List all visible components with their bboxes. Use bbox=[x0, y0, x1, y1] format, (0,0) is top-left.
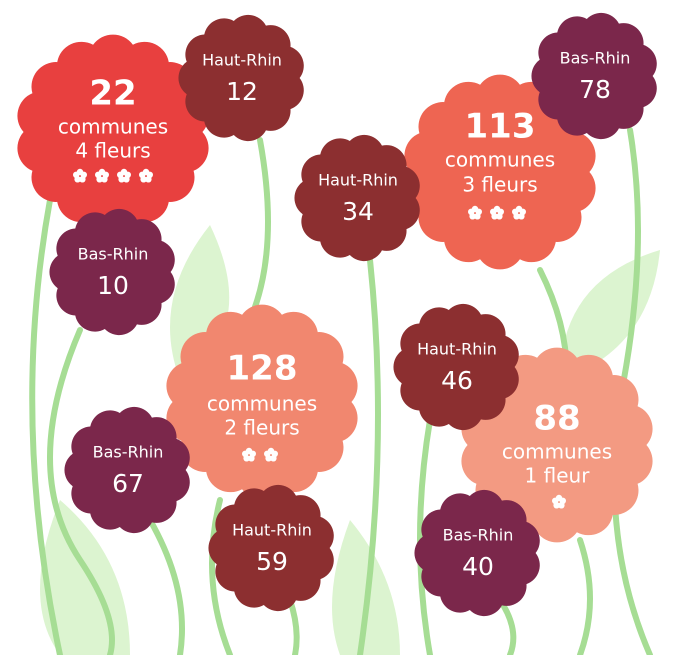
level-label: 4 fleurs bbox=[75, 139, 150, 163]
unit-label: communes bbox=[207, 392, 317, 416]
department-label: Bas-Rhin bbox=[93, 443, 164, 462]
commune-count: 128 bbox=[227, 349, 298, 389]
department-value: 67 bbox=[112, 469, 144, 498]
department-label: Haut-Rhin bbox=[232, 521, 312, 540]
commune-count: 113 bbox=[465, 107, 536, 147]
department-label: Bas-Rhin bbox=[560, 49, 631, 68]
level-label: 3 fleurs bbox=[462, 173, 537, 197]
department-value: 34 bbox=[342, 197, 374, 226]
level-label: 2 fleurs bbox=[224, 416, 299, 440]
commune-count: 88 bbox=[533, 399, 580, 439]
department-label: Haut-Rhin bbox=[417, 340, 497, 359]
department-label: Haut-Rhin bbox=[318, 171, 398, 190]
department-label: Haut-Rhin bbox=[202, 51, 282, 70]
level-label: 1 fleur bbox=[525, 464, 591, 488]
infographic: 22communes4 fleurs113communes3 fleurs128… bbox=[0, 0, 679, 655]
department-value: 10 bbox=[97, 271, 129, 300]
commune-count: 22 bbox=[89, 74, 136, 114]
department-label: Bas-Rhin bbox=[78, 245, 149, 264]
unit-label: communes bbox=[58, 115, 168, 139]
department-value: 59 bbox=[256, 547, 288, 576]
department-value: 78 bbox=[579, 75, 611, 104]
department-value: 46 bbox=[441, 366, 473, 395]
unit-label: communes bbox=[502, 440, 612, 464]
department-label: Bas-Rhin bbox=[443, 526, 514, 545]
department-value: 12 bbox=[226, 77, 258, 106]
unit-label: communes bbox=[445, 148, 555, 172]
department-value: 40 bbox=[462, 552, 494, 581]
